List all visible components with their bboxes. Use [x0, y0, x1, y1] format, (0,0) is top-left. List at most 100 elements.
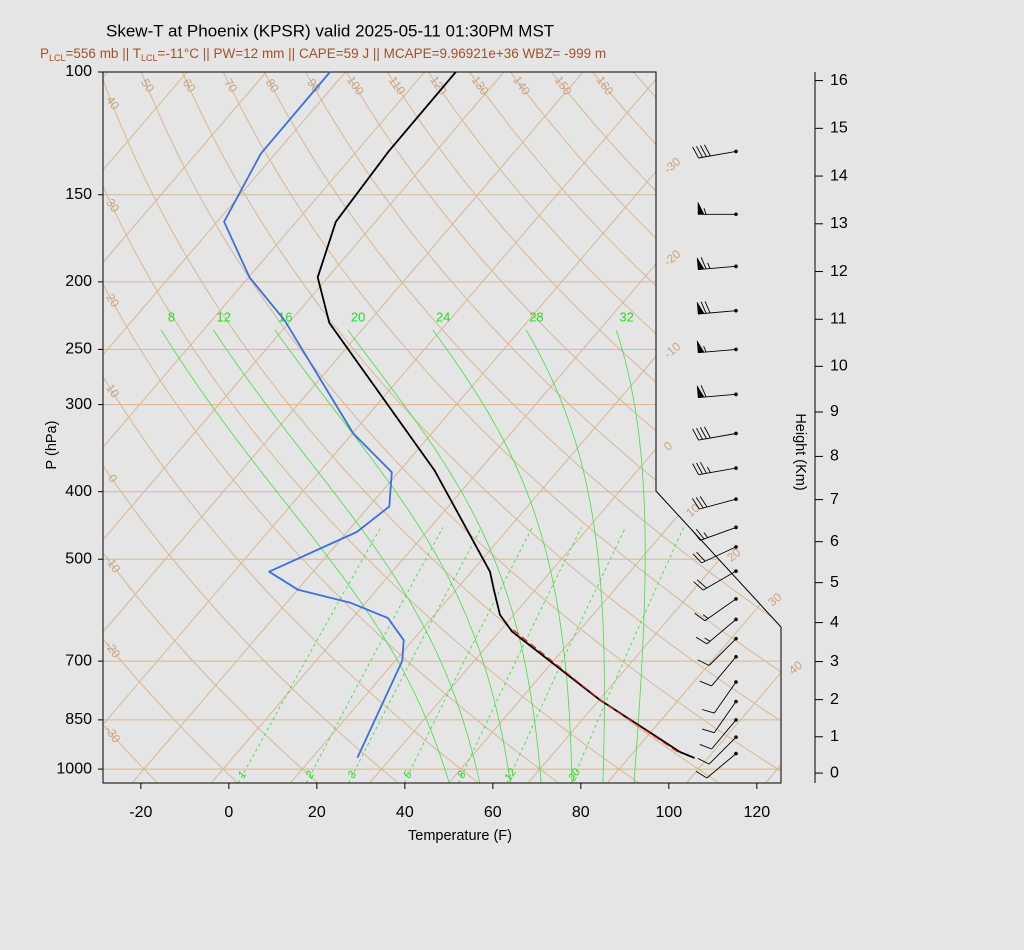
- dry-adiabat: [427, 72, 781, 783]
- dry-adiabat: [674, 72, 781, 783]
- wind-barb: [698, 257, 737, 271]
- dry-adiabat-label: 50: [138, 76, 157, 95]
- wind-barb: [697, 638, 737, 666]
- moist-adiabat-label: 32: [619, 309, 633, 324]
- isotherm-label: 30: [765, 590, 784, 610]
- mixing-ratio-line: [506, 527, 627, 783]
- wind-barb: [698, 301, 737, 315]
- dry-adiabat: [386, 72, 781, 783]
- dry-adiabat-label: 60: [180, 76, 199, 95]
- wind-level-dot: [734, 751, 738, 756]
- dry-adiabat: [103, 72, 399, 783]
- wind-level-dot: [734, 149, 738, 154]
- dry-adiabat: [551, 72, 781, 783]
- dry-adiabat-label: -10: [102, 553, 124, 576]
- x-tick-label: 80: [572, 804, 590, 821]
- wind-level-dot: [734, 617, 738, 622]
- isotherm-label: 0: [661, 438, 675, 453]
- y2-tick-label: 11: [830, 310, 847, 327]
- dry-adiabat: [345, 72, 781, 783]
- wind-level-dot: [734, 431, 738, 436]
- moist-adiabat-label: 8: [168, 309, 175, 324]
- dry-adiabat: [103, 72, 559, 783]
- x-tick-label: 60: [484, 804, 502, 821]
- isotherm-label: -20: [661, 247, 684, 269]
- wind-pennant: [696, 301, 705, 315]
- wind-barb: [698, 208, 736, 215]
- isotherm: [103, 72, 584, 783]
- subtitle-part: LCL: [49, 53, 66, 63]
- wind-pennant: [696, 340, 705, 353]
- isotherm: [103, 72, 663, 783]
- y2-tick-label: 4: [830, 614, 839, 631]
- isotherm: [103, 72, 425, 783]
- wind-pennant: [696, 257, 705, 270]
- isotherm: [103, 72, 505, 783]
- isotherm: [103, 72, 188, 783]
- wind-barb: [699, 656, 737, 687]
- isotherm: [527, 72, 781, 783]
- moist-adiabat-label: 28: [529, 309, 543, 324]
- moist-adiabat: [525, 329, 605, 783]
- wind-level-dot: [734, 718, 738, 722]
- moist-adiabat-label: 12: [217, 309, 231, 324]
- wind-barb: [692, 461, 737, 476]
- wind-barb: [698, 385, 737, 399]
- wind-barb: [698, 346, 737, 354]
- wind-barb: [692, 426, 737, 441]
- wind-level-dot: [734, 699, 738, 704]
- parcel-line: [511, 628, 679, 753]
- mixing-ratio-line: [237, 527, 382, 783]
- dry-adiabat: [103, 72, 319, 783]
- y2-tick-label: 10: [830, 358, 848, 375]
- y2-tick-label: 2: [830, 691, 839, 708]
- dry-adiabat-label: 10: [103, 381, 122, 400]
- dry-adiabat: [304, 72, 781, 783]
- isotherm: [686, 72, 781, 783]
- wind-barb: [695, 619, 737, 645]
- y2-tick-label: 7: [830, 491, 839, 508]
- mixing-ratio-line: [305, 527, 444, 783]
- isotherm: [131, 72, 742, 783]
- dry-adiabat: [103, 72, 239, 783]
- wind-level-dot: [734, 392, 738, 397]
- dry-adiabat: [103, 72, 640, 783]
- subtitle-part: =556 mb || T: [66, 46, 141, 61]
- wind-barb: [692, 546, 737, 564]
- wind-barb: [691, 496, 737, 510]
- wind-barb: [692, 144, 737, 159]
- mixing-ratio-label: 3: [346, 769, 360, 781]
- mixing-ratio-label: 12: [502, 767, 519, 784]
- dry-adiabat: [140, 72, 781, 783]
- mixing-ratio-line: [571, 527, 685, 783]
- wind-barb: [701, 701, 737, 734]
- y2-tick-label: 6: [830, 533, 839, 550]
- dry-adiabat-label: 20: [103, 291, 122, 310]
- moist-adiabat-label: 20: [351, 309, 365, 324]
- y2-tick-label: 3: [830, 653, 839, 670]
- subtitle-part: P: [40, 46, 49, 61]
- x-tick-label: 120: [743, 804, 770, 821]
- dry-adiabat-label: 40: [103, 93, 122, 112]
- isotherm: [103, 72, 267, 783]
- moist-adiabat: [160, 329, 450, 783]
- x-tick-label: 20: [308, 804, 326, 821]
- wind-level-dot: [734, 497, 738, 501]
- dry-adiabat: [181, 72, 781, 783]
- wind-level-dot: [734, 636, 738, 641]
- wind-pennant: [697, 202, 705, 215]
- moist-adiabat: [274, 329, 511, 783]
- subtitle-part: =-11°C || PW=12 mm || CAPE=59 J || MCAPE…: [157, 46, 606, 61]
- plot-area: [103, 72, 781, 783]
- moist-adiabat: [213, 329, 481, 783]
- moist-adiabat-label: 24: [436, 309, 450, 324]
- plot-frame: [102, 71, 782, 784]
- y-tick-label: 150: [65, 186, 92, 203]
- isotherm: [606, 72, 781, 783]
- wind-barb: [694, 598, 737, 622]
- subtitle-part: LCL: [141, 53, 158, 63]
- y2-tick-label: 15: [830, 120, 848, 137]
- y-tick-label: 850: [65, 711, 92, 728]
- y-tick-label: 100: [65, 63, 92, 80]
